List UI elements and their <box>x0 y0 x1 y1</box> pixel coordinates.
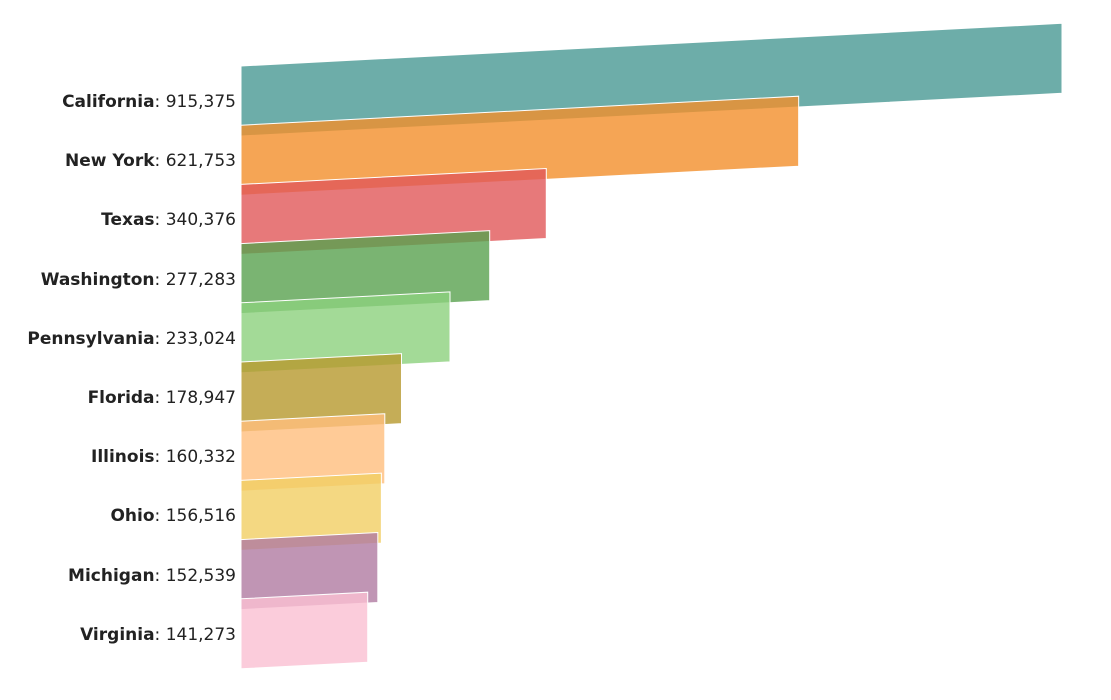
category-name: Michigan <box>68 565 155 586</box>
bar-california <box>240 22 1063 137</box>
value-label: 621,753 <box>165 151 236 172</box>
category-name: Washington <box>40 269 155 290</box>
bar-virginia <box>240 591 369 670</box>
bar-florida <box>240 353 402 433</box>
value-label: 160,332 <box>165 447 236 468</box>
value-label: 915,375 <box>165 92 236 112</box>
category-name: New York <box>65 151 155 172</box>
category-label: Ohio: 156,516 <box>110 506 236 527</box>
category-label: Illinois: 160,332 <box>91 447 236 468</box>
category-name: Florida <box>87 388 155 408</box>
category-label: Texas: 340,376 <box>101 210 236 231</box>
bar-illinois <box>240 413 386 492</box>
category-label: California: 915,375 <box>62 92 236 112</box>
category-label: Washington: 277,283 <box>40 269 236 290</box>
category-name: Ohio <box>110 506 155 527</box>
value-label: 141,273 <box>165 624 236 645</box>
bar-michigan <box>240 531 379 611</box>
bar-ohio <box>240 472 382 551</box>
category-label: Virginia: 141,273 <box>80 624 236 645</box>
value-label: 340,376 <box>165 210 236 231</box>
bar-new-york <box>240 95 800 196</box>
category-label: Pennsylvania: 233,024 <box>27 328 236 349</box>
bar-pennsylvania <box>240 291 451 374</box>
category-name: Texas <box>101 210 155 231</box>
category-label: Florida: 178,947 <box>87 388 236 408</box>
value-label: 152,539 <box>165 565 236 586</box>
value-label: 233,024 <box>165 328 236 349</box>
category-name: California <box>62 92 155 112</box>
category-name: Virginia <box>80 624 155 645</box>
category-name: Illinois <box>91 447 155 468</box>
category-label: New York: 621,753 <box>65 151 236 172</box>
value-label: 178,947 <box>165 388 236 408</box>
value-label: 277,283 <box>165 269 236 290</box>
category-label: Michigan: 152,539 <box>68 565 236 586</box>
category-name: Pennsylvania <box>27 328 155 349</box>
value-label: 156,516 <box>165 506 236 527</box>
